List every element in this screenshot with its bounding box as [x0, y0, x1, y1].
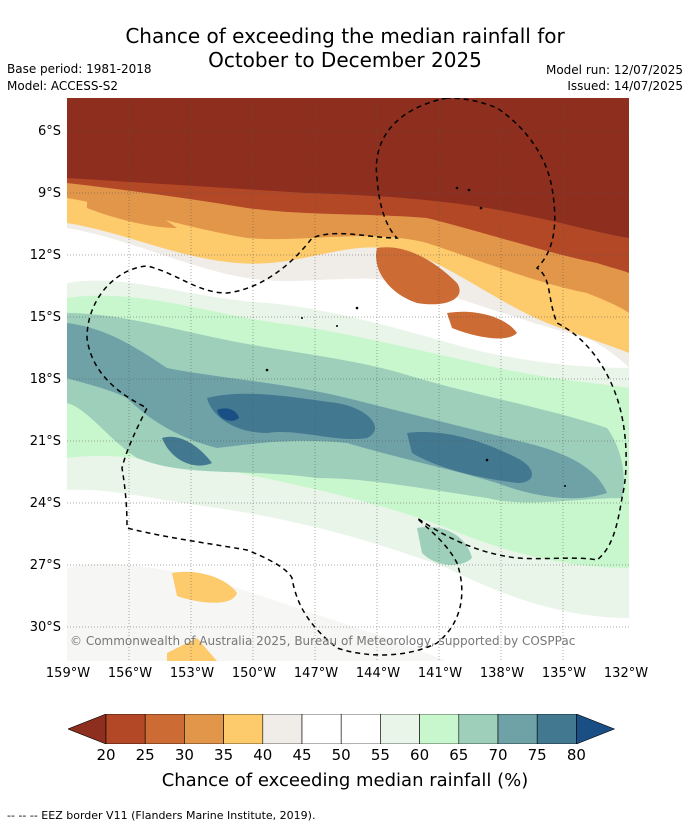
lat-tick: 24°S	[29, 496, 61, 511]
colorbar-label: 75	[527, 746, 547, 764]
lon-tick: 156°W	[107, 666, 153, 681]
lon-tick: 159°W	[45, 666, 91, 681]
lon-tick: 144°W	[355, 666, 401, 681]
colorbar-cell	[301, 714, 342, 744]
colorbar-label: 55	[370, 746, 390, 764]
lat-tick: 12°S	[29, 248, 61, 263]
colorbar-label: 45	[292, 746, 312, 764]
zone-35-south	[172, 571, 237, 603]
colorbar-cell	[380, 714, 420, 744]
map-title-line2: October to December 2025	[208, 48, 482, 72]
lat-tick: 30°S	[29, 620, 61, 635]
colorbar-cell	[340, 714, 381, 744]
colorbar-cell	[144, 714, 185, 744]
base-period: Base period: 1981-2018	[7, 62, 152, 76]
zone-35-south2	[167, 638, 217, 661]
colorbar-cell	[458, 714, 499, 744]
lon-tick: 138°W	[479, 666, 525, 681]
lon-tick: 153°W	[169, 666, 215, 681]
lat-tick: 6°S	[37, 124, 61, 139]
gridlines	[67, 98, 629, 661]
zone-30a	[376, 247, 460, 305]
colorbar-title: Chance of exceeding median rainfall (%)	[161, 770, 529, 791]
colorbar	[68, 714, 616, 744]
issued-date: Issued: 14/07/2025	[567, 79, 683, 93]
lat-tick: 27°S	[29, 558, 61, 573]
lat-tick: 21°S	[29, 434, 61, 449]
lon-tick: 141°W	[417, 666, 463, 681]
eez-border	[86, 98, 627, 656]
colorbar-cell	[223, 714, 264, 744]
zone-above80	[217, 408, 239, 421]
copyright-note: © Commonwealth of Australia 2025, Bureau…	[70, 634, 576, 648]
zone-80b	[162, 436, 212, 466]
lon-tick: 132°W	[603, 666, 649, 681]
colorbar-label: 25	[135, 746, 155, 764]
lat-tick: 18°S	[29, 372, 61, 387]
zone-30b	[447, 311, 517, 339]
zone-80	[207, 393, 376, 440]
colorbar-cell	[536, 714, 577, 744]
colorbar-cell	[105, 714, 146, 744]
lon-tick: 150°W	[231, 666, 277, 681]
lon-tick: 135°W	[541, 666, 587, 681]
colorbar-label: 35	[214, 746, 234, 764]
lon-tick: 147°W	[293, 666, 339, 681]
colorbar-extend-high	[576, 714, 616, 744]
colorbar-label: 80	[566, 746, 586, 764]
colorbar-label: 50	[331, 746, 351, 764]
colorbar-label: 65	[449, 746, 469, 764]
colorbar-label: 30	[174, 746, 194, 764]
colorbar-label: 60	[410, 746, 430, 764]
colorbar-cell	[419, 714, 460, 744]
islands	[265, 186, 566, 487]
eez-legend-note: -- -- -- EEZ border V11 (Flanders Marine…	[7, 809, 316, 822]
colorbar-label: 40	[253, 746, 273, 764]
colorbar-extend-low	[68, 714, 107, 744]
colorbar-cell	[184, 714, 224, 744]
colorbar-label: 20	[96, 746, 116, 764]
zone-45	[67, 563, 447, 661]
zone-35b	[87, 193, 177, 228]
map-title-line1: Chance of exceeding the median rainfall …	[125, 24, 565, 48]
lat-tick: 9°S	[37, 186, 61, 201]
lat-tick: 15°S	[29, 310, 61, 325]
zone-20	[67, 98, 629, 238]
zone-70b	[417, 527, 472, 565]
model-name: Model: ACCESS-S2	[7, 79, 119, 93]
colorbar-label: 70	[488, 746, 508, 764]
colorbar-cell	[262, 714, 303, 744]
rainfall-map	[67, 98, 629, 661]
model-run-date: Model run: 12/07/2025	[545, 63, 683, 77]
colorbar-cell	[497, 714, 538, 744]
